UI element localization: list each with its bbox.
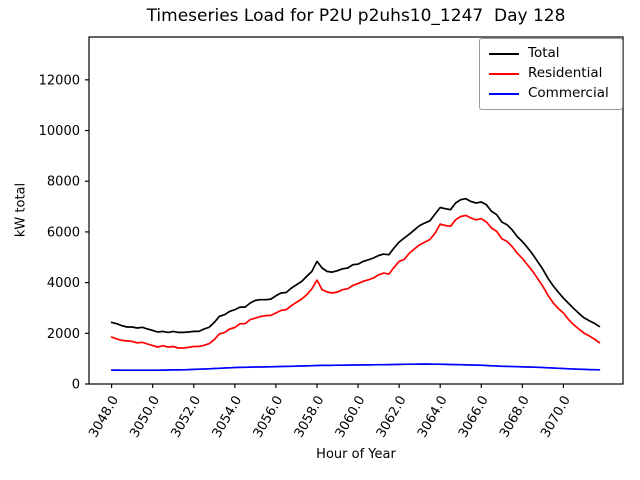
x-tick-label: 3058.0	[292, 394, 328, 441]
x-tick-label: 3064.0	[415, 394, 451, 441]
x-tick-label: 3066.0	[456, 394, 492, 441]
y-axis-label: kW total	[13, 182, 29, 238]
x-tick-label: 3062.0	[374, 394, 410, 441]
y-tick-label: 12000	[39, 73, 80, 88]
x-tick-label: 3068.0	[497, 394, 533, 441]
legend-item-residential: Residential	[489, 67, 614, 81]
x-axis-label: Hour of Year	[316, 447, 396, 462]
legend: Total Residential Commercial	[479, 38, 623, 110]
x-tick-label: 3054.0	[210, 394, 246, 441]
legend-line-sample-commercial	[489, 93, 519, 95]
line-total	[110, 197, 601, 334]
legend-label-total: Total	[528, 45, 560, 62]
x-tick-label: 3050.0	[127, 394, 163, 441]
x-tick-label: 3060.0	[333, 394, 369, 441]
y-tick-label: 4000	[47, 276, 80, 291]
y-tick-label: 2000	[47, 327, 80, 342]
axes-frame	[88, 36, 624, 385]
legend-label-residential: Residential	[528, 65, 603, 82]
chart-title: Timeseries Load for P2U p2uhs10_1247 Day…	[146, 6, 566, 26]
legend-label-commercial: Commercial	[528, 85, 609, 102]
legend-line-sample-residential	[489, 73, 519, 75]
x-tick-label: 3052.0	[168, 394, 204, 441]
line-commercial	[110, 363, 601, 372]
legend-line-sample-total	[489, 53, 519, 55]
y-tick-label: 10000	[39, 124, 80, 139]
legend-item-commercial: Commercial	[489, 87, 614, 101]
legend-item-total: Total	[489, 47, 614, 61]
y-tick-label: 8000	[47, 175, 80, 190]
x-tick-label: 3070.0	[538, 394, 574, 441]
y-tick-label: 6000	[47, 225, 80, 240]
x-tick-label: 3048.0	[86, 394, 122, 441]
x-tick-label: 3056.0	[251, 394, 287, 441]
line-residential	[110, 214, 601, 349]
y-tick-label: 0	[72, 378, 80, 393]
